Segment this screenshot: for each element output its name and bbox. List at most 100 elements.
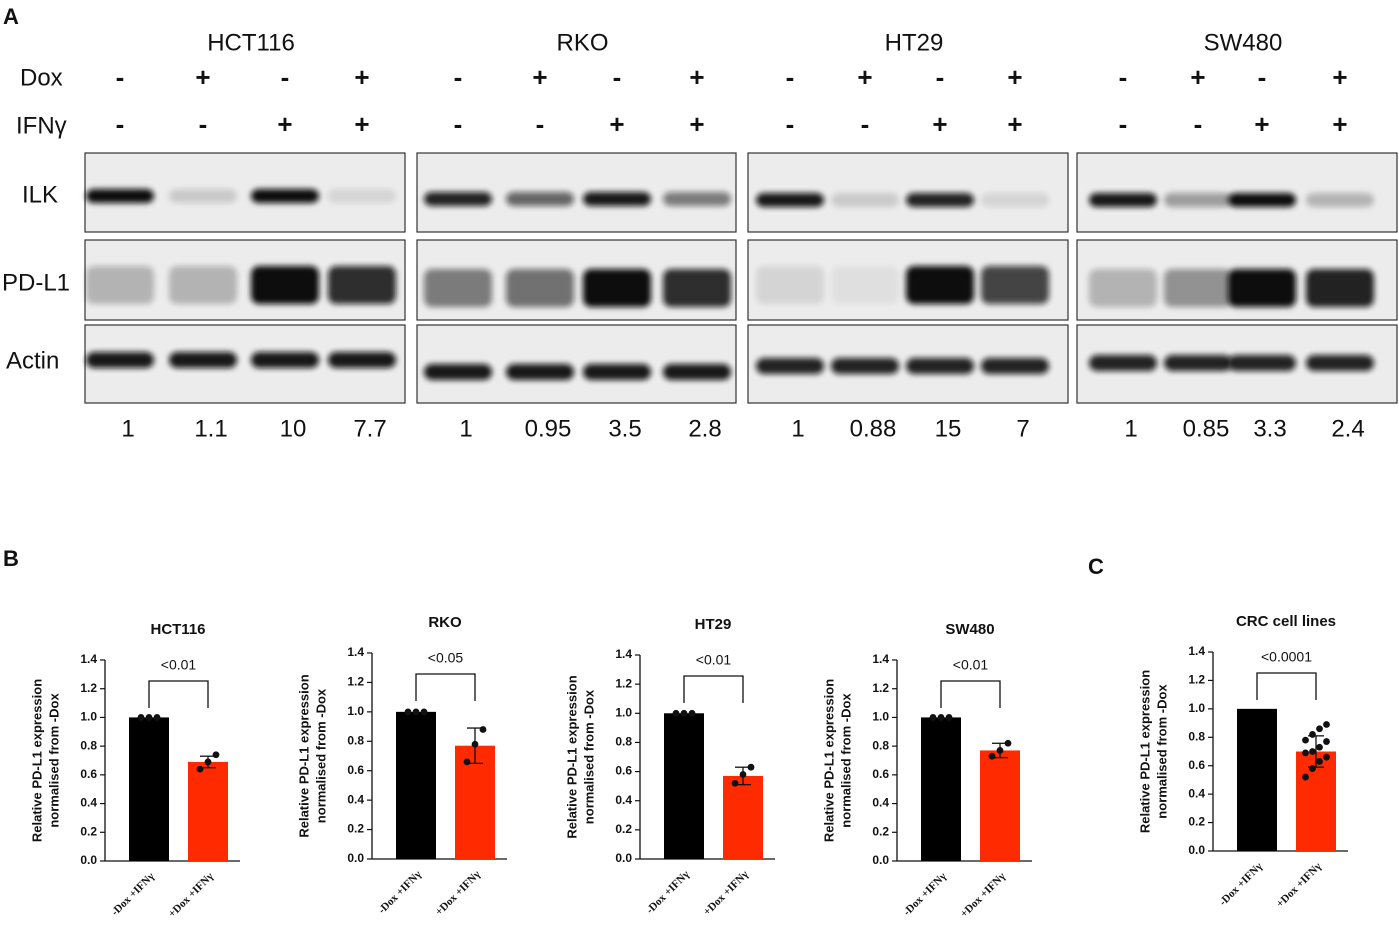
- y-tick-label: 1.0: [1188, 701, 1205, 715]
- bar: [664, 713, 704, 859]
- y-tick-label: 0.0: [615, 851, 632, 865]
- data-point: [680, 709, 688, 717]
- cell-line-label: RKO: [556, 29, 608, 56]
- blot-band: [583, 269, 651, 307]
- y-axis-label: Relative PD-L1 expression: [29, 679, 44, 842]
- x-tick-label: -Dox +IFNγ: [901, 870, 949, 918]
- y-tick-label: 1.4: [615, 647, 632, 661]
- ifng-sign: +: [1332, 109, 1347, 139]
- significance-bracket: [415, 673, 476, 701]
- quantification: 1: [791, 415, 804, 442]
- chart-title: SW480: [945, 621, 994, 638]
- blot-band: [328, 189, 396, 203]
- x-tick-label: +Dox +IFNγ: [166, 870, 216, 920]
- data-point: [739, 771, 747, 778]
- data-point: [747, 763, 755, 771]
- blot-band: [1228, 355, 1296, 371]
- blot-band: [1089, 355, 1157, 371]
- x-tick-label: +Dox +IFNγ: [958, 870, 1008, 920]
- y-tick-label: 0.8: [1188, 729, 1205, 743]
- data-point: [1316, 725, 1323, 733]
- significance-bracket: [683, 675, 744, 703]
- quantification: 0.95: [525, 415, 572, 442]
- dox-sign: -: [1119, 62, 1128, 92]
- y-axis-label: normalised from -Dox: [1154, 684, 1169, 819]
- y-axis-label: normalised from -Dox: [46, 693, 61, 828]
- ifng-sign: +: [689, 109, 704, 139]
- blot-band: [756, 193, 824, 207]
- bar: [921, 717, 961, 861]
- blot-band: [328, 266, 396, 304]
- significance-bracket: [148, 680, 209, 708]
- chart-title: RKO: [428, 614, 462, 631]
- quantification: 15: [935, 415, 962, 442]
- data-point: [1323, 753, 1330, 761]
- chart-title: CRC cell lines: [1236, 613, 1336, 630]
- bar: [396, 711, 436, 859]
- y-tick-label: 0.4: [1188, 786, 1205, 800]
- blot-band: [906, 193, 974, 207]
- blot-frame: [747, 152, 1069, 233]
- condition-label: IFNγ: [16, 112, 67, 139]
- y-tick-label: 1.0: [615, 705, 632, 719]
- p-value: <0.0001: [1261, 649, 1312, 665]
- bar: [980, 750, 1020, 861]
- quantification: 7.7: [353, 415, 386, 442]
- y-axis-label: Relative PD-L1 expression: [821, 679, 836, 842]
- blot-band: [506, 364, 574, 380]
- dox-sign: -: [786, 62, 795, 92]
- dox-sign: -: [454, 62, 463, 92]
- band-label: Actin: [6, 347, 59, 374]
- blot-band: [756, 266, 824, 304]
- y-tick-label: 0.6: [80, 767, 97, 781]
- x-tick-label: -Dox +IFNγ: [109, 870, 157, 918]
- data-point: [1323, 738, 1330, 745]
- blot-band: [906, 266, 974, 304]
- y-tick-label: 1.4: [872, 652, 889, 666]
- panel-label: A: [3, 4, 19, 29]
- blot-band: [663, 192, 731, 206]
- blot-band: [251, 266, 319, 304]
- dox-sign: -: [281, 62, 290, 92]
- data-point: [1302, 736, 1309, 744]
- data-point: [945, 714, 953, 721]
- dox-sign: +: [857, 62, 872, 92]
- blot-band: [424, 269, 492, 307]
- data-point: [1004, 739, 1012, 747]
- bar: [1296, 751, 1336, 851]
- blot-band: [981, 266, 1049, 304]
- quantification: 1: [459, 415, 472, 442]
- dox-sign: -: [116, 62, 125, 92]
- bar: [188, 761, 228, 861]
- blot-band: [169, 352, 237, 368]
- dox-sign: +: [1332, 62, 1347, 92]
- quantification: 10: [280, 415, 307, 442]
- dox-sign: -: [613, 62, 622, 92]
- ifng-sign: -: [1119, 109, 1128, 139]
- data-point: [929, 714, 937, 721]
- data-point: [153, 714, 161, 721]
- quantification: 7: [1016, 415, 1029, 442]
- dox-sign: +: [1007, 62, 1022, 92]
- data-point: [937, 714, 945, 721]
- blot-band: [1164, 193, 1232, 207]
- y-tick-label: 0.8: [80, 738, 97, 752]
- y-tick-label: 1.4: [347, 645, 364, 659]
- blot-band: [424, 192, 492, 206]
- data-point: [1316, 743, 1323, 751]
- blot-frame: [1076, 152, 1398, 233]
- dox-sign: +: [354, 62, 369, 92]
- data-point: [404, 708, 412, 716]
- chart-title: HT29: [695, 616, 732, 633]
- y-tick-label: 0.8: [615, 735, 632, 749]
- data-point: [204, 758, 212, 766]
- ifng-sign: -: [454, 109, 463, 139]
- blot-band: [1089, 269, 1157, 307]
- ifng-sign: +: [609, 109, 624, 139]
- quantification: 3.5: [608, 415, 641, 442]
- ifng-sign: +: [1007, 109, 1022, 139]
- y-tick-label: 0.4: [872, 796, 889, 810]
- quantification: 2.8: [688, 415, 721, 442]
- data-point: [479, 726, 487, 733]
